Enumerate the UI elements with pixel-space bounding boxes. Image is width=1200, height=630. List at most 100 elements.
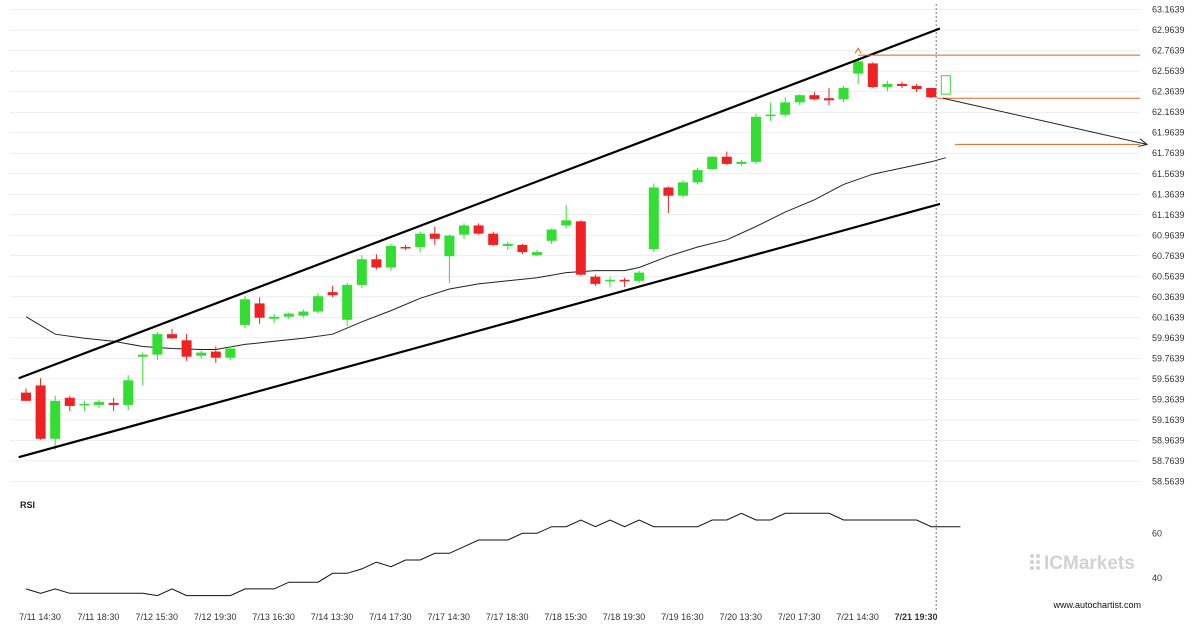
candle-body <box>707 156 718 170</box>
candle <box>79 400 90 412</box>
candle-body <box>736 161 747 164</box>
candle <box>371 254 382 270</box>
candle <box>897 81 907 88</box>
projection-arrow <box>942 97 1148 145</box>
candle <box>415 231 426 253</box>
candle-body <box>371 259 382 268</box>
candle <box>824 88 834 106</box>
candle <box>473 223 484 235</box>
price-axis: 63.1639 62.9639 62.7639 62.5639 62.3639 62.16… <box>1152 5 1185 487</box>
candle-body <box>853 61 864 74</box>
candle-body <box>605 279 615 282</box>
candle-body <box>429 233 440 239</box>
candle <box>692 168 703 185</box>
candle <box>634 270 645 283</box>
source-credit: www.autochartist.com <box>1052 600 1141 610</box>
rsi-line <box>25 512 961 597</box>
rsi-panel: RSI 60 40 <box>20 500 1162 597</box>
candle-body <box>488 233 499 245</box>
touch-marker-icon <box>854 47 862 54</box>
rsi-tick-label: 60 <box>1152 528 1162 538</box>
candle <box>590 274 601 286</box>
grid-lines <box>10 4 1140 610</box>
price-tick-label: 58.5639 <box>1152 476 1185 486</box>
candle-body <box>254 303 265 318</box>
candle-body <box>196 352 207 356</box>
candle <box>926 88 937 99</box>
candle <box>225 346 236 360</box>
candle-body <box>137 354 148 357</box>
candle <box>50 395 61 451</box>
candle <box>429 226 440 245</box>
candle <box>386 243 396 271</box>
time-tick-label: 7/17 14:30 <box>428 612 471 622</box>
candle-body <box>108 402 119 405</box>
candle-body <box>240 299 250 325</box>
candle <box>181 334 192 361</box>
price-tick-label: 60.9639 <box>1152 230 1185 240</box>
candle-body <box>678 182 688 196</box>
time-tick-label: 7/11 18:30 <box>77 612 119 622</box>
price-tick-label: 59.5639 <box>1152 374 1185 384</box>
candle-body <box>838 88 849 100</box>
candle <box>400 244 411 251</box>
candle-body <box>473 225 484 234</box>
candle-body <box>298 311 309 316</box>
time-tick-label: 7/18 15:30 <box>544 612 587 622</box>
brand-watermark: ICMarkets <box>1044 553 1135 574</box>
price-tick-label: 60.1639 <box>1152 312 1185 322</box>
time-tick-label: 7/11 14:30 <box>19 612 61 622</box>
candle <box>911 83 922 93</box>
candle <box>240 296 250 328</box>
candle-body <box>911 85 922 90</box>
price-tick-label: 59.3639 <box>1152 394 1185 404</box>
candle <box>64 395 75 412</box>
candle <box>196 350 207 359</box>
broker-watermark: ICMarkets <box>1030 553 1135 574</box>
candle <box>254 297 265 324</box>
candle-body <box>459 225 469 235</box>
channel-pattern-layer <box>18 27 1149 459</box>
moving-average-layer <box>25 157 946 350</box>
candle <box>546 228 557 244</box>
candle <box>35 378 46 440</box>
candle-body <box>21 392 31 401</box>
time-tick-label: 7/14 13:30 <box>311 612 354 622</box>
time-tick-label: 7/19 16:30 <box>661 612 704 622</box>
candle <box>269 313 280 323</box>
price-tick-label: 60.7639 <box>1152 251 1185 261</box>
price-tick-label: 58.9639 <box>1152 435 1185 445</box>
candle <box>21 388 31 401</box>
candle <box>298 309 309 318</box>
candle-body <box>225 348 236 358</box>
candle <box>137 352 148 386</box>
time-tick-label: 7/20 17:30 <box>778 612 821 622</box>
moving-average-line <box>25 157 946 350</box>
candle <box>619 277 630 287</box>
candle <box>517 243 528 255</box>
candle <box>663 186 674 214</box>
candle-body <box>794 95 805 103</box>
candle <box>532 250 542 257</box>
time-tick-label: 7/21 14:30 <box>836 612 879 622</box>
time-tick-label: 7/18 19:30 <box>603 612 646 622</box>
candle <box>736 159 747 166</box>
candle-body <box>313 296 323 312</box>
candle <box>765 102 776 121</box>
candle <box>809 92 820 101</box>
candle <box>444 234 455 283</box>
candle-body <box>269 316 280 319</box>
candle-body <box>780 102 791 115</box>
candle <box>210 346 221 363</box>
price-tick-label: 61.3639 <box>1152 189 1185 199</box>
candle-body <box>502 243 513 246</box>
candle <box>94 399 104 408</box>
candle-body <box>415 233 426 247</box>
candle-body <box>342 284 353 320</box>
candle-body <box>181 340 192 357</box>
candle-body <box>210 351 221 358</box>
candle-body <box>634 272 645 281</box>
candle-body <box>575 221 586 275</box>
